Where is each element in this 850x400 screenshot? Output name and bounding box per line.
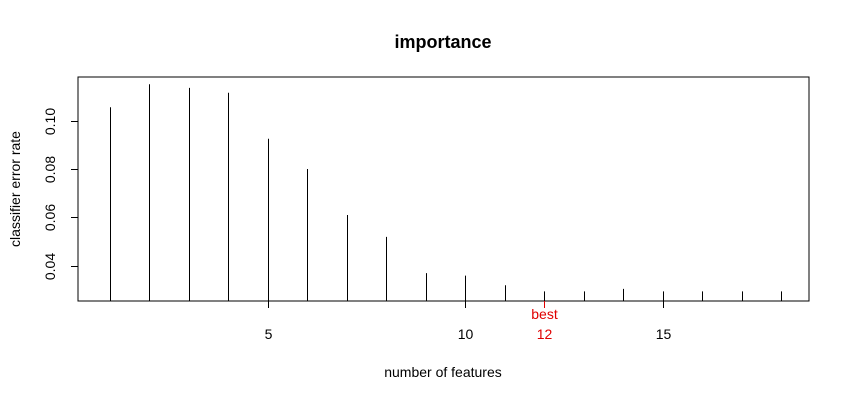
x-tick-label-5: 5: [265, 326, 273, 342]
y-tick-label-0.06: 0.06: [42, 204, 58, 231]
y-tick-label-0.08: 0.08: [42, 156, 58, 183]
chart-title: importance: [394, 32, 491, 52]
x-tick-label-15: 15: [656, 326, 672, 342]
y-axis-label: classifier error rate: [7, 131, 23, 247]
best-label: best: [531, 306, 558, 322]
y-tick-label-0.04: 0.04: [42, 253, 58, 280]
bars: [110, 84, 782, 301]
x-tick-label-10: 10: [458, 326, 474, 342]
plot-frame: [77, 76, 810, 302]
y-tick-label-0.10: 0.10: [42, 108, 58, 135]
best-tick-label: 12: [537, 326, 553, 342]
x-axis: 5 10 15 best 12: [265, 301, 672, 342]
y-axis: 0.04 0.06 0.08 0.10: [42, 108, 78, 280]
x-axis-label: number of features: [384, 364, 502, 380]
